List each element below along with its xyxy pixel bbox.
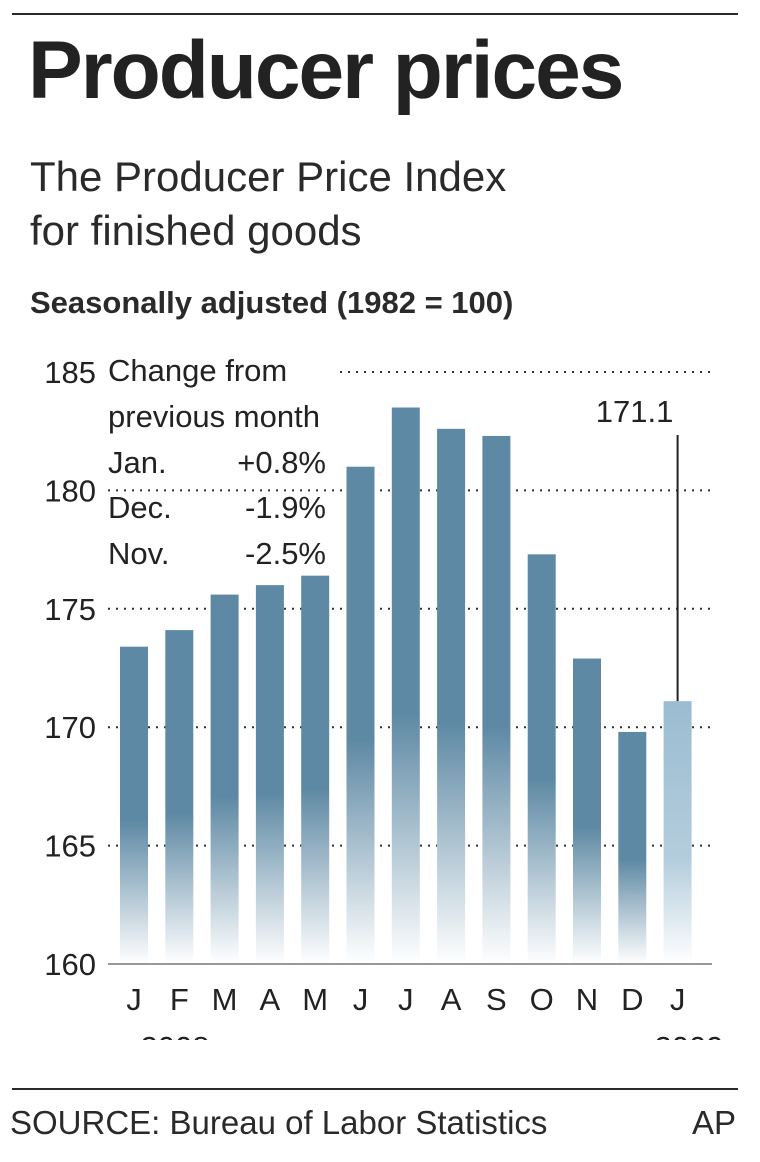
inset-row-dec-change: -1.9%: [245, 490, 326, 525]
y-tick-label-180: 180: [44, 473, 96, 508]
bar-1: [165, 630, 194, 964]
y-tick-label-185: 185: [44, 355, 96, 390]
x-tick-label-4: M: [302, 982, 328, 1017]
bar-4: [301, 575, 330, 964]
x-tick-label-0: J: [126, 982, 142, 1017]
inset-heading-line-2: previous month: [108, 399, 320, 434]
bar-10: [573, 658, 601, 964]
year-label-2009: 2009: [655, 1030, 724, 1040]
subtitle-line-1: The Producer Price Index: [30, 153, 507, 200]
bottom-rule: [12, 1088, 738, 1090]
x-tick-label-10: N: [576, 982, 598, 1017]
x-tick-label-1: F: [170, 982, 189, 1017]
x-tick-label-5: J: [353, 982, 369, 1017]
inset-row-jan-change: +0.8%: [237, 445, 326, 480]
bar-6: [391, 407, 420, 964]
adjustment-note: Seasonally adjusted (1982 = 100): [30, 285, 514, 320]
y-axis-ticks: 160 165 170 175 180 185: [44, 355, 96, 982]
inset-row-nov-change: -2.5%: [245, 536, 326, 571]
y-tick-label-175: 175: [44, 592, 96, 627]
inset-row-nov-month: Nov.: [108, 536, 169, 571]
chart-subtitle: The Producer Price Index for finished go…: [30, 150, 506, 258]
top-rule: [12, 13, 738, 15]
inset-row-dec-month: Dec.: [108, 490, 172, 525]
x-tick-label-11: D: [621, 982, 643, 1017]
x-tick-label-9: O: [530, 982, 554, 1017]
subtitle-line-2: for finished goods: [30, 207, 362, 254]
y-tick-label-165: 165: [44, 829, 96, 864]
x-tick-label-6: J: [398, 982, 414, 1017]
bar-5: [346, 466, 375, 964]
bar-11: [618, 731, 647, 964]
inset-heading-line-1: Change from: [108, 353, 287, 388]
y-tick-label-160: 160: [44, 947, 96, 982]
chart-title: Producer prices: [28, 25, 624, 116]
x-tick-label-12: J: [670, 982, 686, 1017]
agency-credit: AP: [691, 1104, 736, 1141]
x-tick-label-2: M: [212, 982, 238, 1017]
highlight-value-label: 171.1: [596, 394, 674, 429]
bar-7: [437, 428, 466, 964]
year-label-2008: 2008: [141, 1030, 210, 1040]
bar-8: [482, 435, 511, 964]
y-tick-label-170: 170: [44, 710, 96, 745]
gridlines: [108, 371, 712, 847]
inset-row-jan-month: Jan.: [108, 445, 167, 480]
source-credit: SOURCE: Bureau of Labor Statistics: [10, 1104, 548, 1141]
bar-9: [527, 554, 556, 964]
x-tick-label-7: A: [441, 982, 462, 1017]
bar-3: [255, 585, 284, 964]
change-inset: Change from previous month Jan. +0.8% De…: [108, 353, 326, 571]
bars: [120, 407, 692, 964]
bar-2: [210, 594, 239, 964]
x-tick-label-3: A: [260, 982, 281, 1017]
x-tick-label-8: S: [486, 982, 507, 1017]
bar-12: [663, 701, 692, 964]
bar-0: [120, 646, 148, 964]
